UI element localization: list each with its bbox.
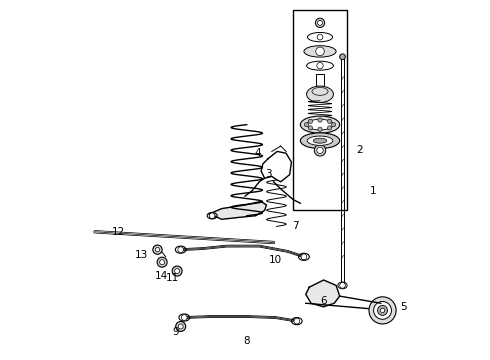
Text: 4: 4 (254, 148, 261, 158)
Circle shape (340, 54, 345, 60)
Circle shape (160, 260, 165, 265)
Text: 11: 11 (166, 273, 179, 283)
Circle shape (318, 118, 322, 122)
Polygon shape (209, 202, 267, 219)
Circle shape (181, 315, 187, 320)
Text: 8: 8 (244, 336, 250, 346)
Text: 12: 12 (112, 227, 125, 237)
Circle shape (155, 248, 160, 252)
Text: 10: 10 (269, 255, 282, 265)
Circle shape (153, 245, 162, 254)
Circle shape (304, 122, 309, 127)
Circle shape (327, 119, 332, 123)
Text: 14: 14 (154, 271, 168, 282)
Text: 2: 2 (356, 145, 363, 155)
Ellipse shape (300, 116, 340, 133)
Circle shape (301, 254, 307, 260)
Circle shape (317, 34, 323, 40)
Circle shape (318, 127, 322, 131)
Circle shape (308, 126, 313, 130)
Circle shape (380, 308, 385, 312)
Ellipse shape (304, 46, 336, 57)
Text: 9: 9 (172, 327, 179, 337)
Circle shape (314, 145, 326, 156)
Circle shape (209, 213, 215, 219)
Circle shape (178, 247, 184, 252)
Text: 6: 6 (320, 296, 327, 306)
Bar (317, 73, 323, 86)
Circle shape (316, 18, 325, 27)
Circle shape (178, 324, 183, 329)
Text: 1: 1 (370, 186, 377, 196)
Circle shape (318, 20, 322, 25)
Ellipse shape (307, 136, 333, 145)
Circle shape (369, 297, 396, 324)
Text: 3: 3 (265, 168, 271, 179)
Circle shape (172, 266, 182, 276)
Circle shape (176, 321, 186, 332)
Ellipse shape (307, 119, 333, 130)
Circle shape (327, 126, 332, 130)
Text: 5: 5 (401, 302, 407, 312)
Text: 7: 7 (292, 221, 298, 231)
Circle shape (316, 47, 324, 56)
Circle shape (308, 119, 313, 123)
Circle shape (317, 63, 323, 69)
Circle shape (373, 301, 392, 319)
Circle shape (331, 122, 336, 127)
Circle shape (294, 318, 300, 324)
Circle shape (174, 269, 180, 274)
Circle shape (317, 147, 323, 154)
Circle shape (157, 257, 167, 267)
Ellipse shape (300, 133, 340, 149)
Ellipse shape (307, 86, 333, 103)
Circle shape (377, 305, 388, 315)
Ellipse shape (313, 138, 327, 143)
Bar (293, 10, 347, 210)
Text: 13: 13 (135, 250, 148, 260)
Polygon shape (306, 280, 340, 307)
Circle shape (340, 283, 345, 288)
